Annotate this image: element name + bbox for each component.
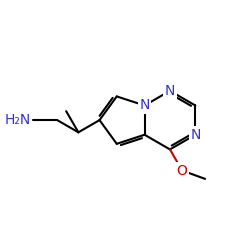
Text: H₂N: H₂N xyxy=(5,113,31,127)
Text: O: O xyxy=(177,164,188,177)
Text: N: N xyxy=(190,128,200,142)
Text: N: N xyxy=(140,98,150,112)
Text: N: N xyxy=(165,84,175,98)
